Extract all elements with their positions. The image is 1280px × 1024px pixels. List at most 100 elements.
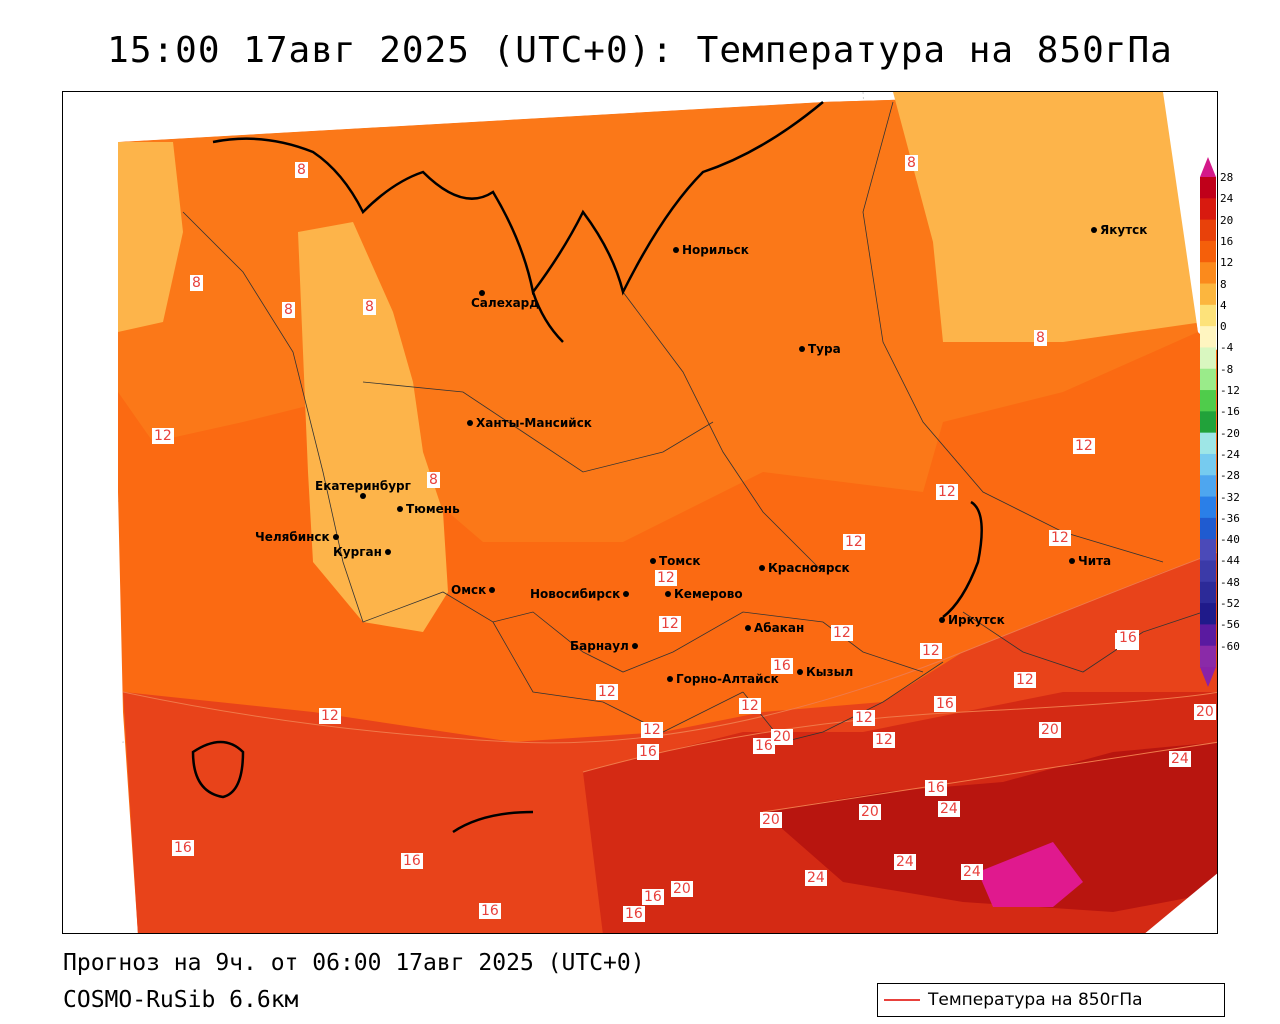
city-chelyabinsk[interactable]: Челябинск: [255, 530, 339, 544]
contour-label: 8: [905, 155, 918, 171]
colorbar-bottom-arrow: [1200, 667, 1216, 687]
city-omsk[interactable]: Омск: [451, 583, 496, 597]
contour-label: 16: [623, 906, 645, 922]
contour-label: 12: [739, 698, 761, 714]
city-marker: [799, 346, 805, 352]
temp-field-4-north-east: [893, 92, 1203, 342]
city-marker: [384, 549, 391, 555]
city-salekhard[interactable]: Салехард: [471, 290, 539, 310]
contour-label: 12: [936, 484, 958, 500]
colorbar-cell: [1200, 198, 1216, 221]
city-irkutsk[interactable]: Иркутск: [939, 613, 1005, 627]
city-marker: [359, 493, 366, 499]
city-kyzyl[interactable]: Кызыл: [797, 665, 853, 679]
city-marker: [397, 506, 403, 512]
colorbar-cell: [1200, 262, 1216, 285]
city-yakutsk[interactable]: Якутск: [1091, 223, 1147, 237]
colorbar-cell: [1200, 283, 1216, 306]
city-krasnoyarsk[interactable]: Красноярск: [759, 561, 850, 575]
contour-label: 8: [295, 162, 308, 178]
colorbar-tick-label: -44: [1220, 554, 1240, 568]
contour-label: 12: [319, 708, 341, 724]
colorbar-cell: [1200, 517, 1216, 540]
city-marker: [665, 591, 671, 597]
colorbar-top-arrow: [1200, 157, 1216, 177]
city-kemerovo[interactable]: Кемерово: [665, 587, 743, 601]
colorbar-tick-label: -24: [1220, 447, 1240, 461]
contour-label: 16: [771, 658, 793, 674]
city-marker: [797, 669, 803, 675]
temp-field-4-north-west: [118, 142, 183, 332]
city-marker: [1069, 558, 1075, 564]
city-marker: [667, 676, 673, 682]
contour-label: 16: [753, 738, 775, 754]
city-marker: [489, 587, 496, 593]
colorbar-tick-label: 16: [1220, 234, 1234, 248]
city-tura[interactable]: Тура: [799, 342, 841, 356]
colorbar-cell: [1200, 368, 1216, 391]
colorbar-tick-label: 4: [1220, 298, 1227, 312]
contour-label: 12: [873, 732, 895, 748]
city-novosibirsk[interactable]: Новосибирск: [530, 587, 630, 601]
city-marker: [650, 558, 656, 564]
colorbar-tick-label: -36: [1220, 511, 1240, 525]
city-marker: [479, 290, 485, 296]
contour-label: 20: [760, 812, 782, 828]
colorbar-cell: [1200, 432, 1216, 455]
city-abakan[interactable]: Абакан: [745, 621, 804, 635]
colorbar-tick-label: -40: [1220, 533, 1240, 547]
colorbar-tick-label: 28: [1220, 171, 1234, 184]
city-kurgan[interactable]: Курган: [333, 545, 391, 559]
contour-label: 16: [1117, 630, 1139, 646]
contour-label: 24: [961, 864, 983, 880]
contour-label: 8: [427, 472, 440, 488]
map-canvas: [63, 92, 1217, 933]
city-marker: [631, 643, 638, 649]
city-marker: [467, 420, 473, 426]
city-marker: [623, 591, 630, 597]
contour-label: 12: [1014, 672, 1036, 688]
colorbar-cell: [1200, 219, 1216, 242]
colorbar-cell: [1200, 177, 1216, 199]
contour-label: 24: [1169, 751, 1191, 767]
coastlines: [191, 101, 983, 834]
city-chita[interactable]: Чита: [1069, 554, 1111, 568]
city-tomsk[interactable]: Томск: [650, 554, 701, 568]
contour-label: 8: [363, 299, 376, 315]
legend-line-swatch: [884, 999, 920, 1001]
colorbar-cell: [1200, 560, 1216, 583]
colorbar-tick-label: 24: [1220, 192, 1234, 206]
city-gorno-altaysk[interactable]: Горно-Алтайск: [667, 672, 779, 686]
city-marker: [673, 247, 679, 253]
city-norilsk[interactable]: Норильск: [673, 243, 749, 257]
city-barnaul[interactable]: Барнаул: [570, 639, 638, 653]
temperature-map[interactable]: Норильск Якутск Салехард Тура Ханты-Манс…: [62, 91, 1218, 934]
colorbar-cell: [1200, 624, 1216, 647]
contour-label: 20: [1194, 704, 1216, 720]
colorbar-tick-label: 0: [1220, 320, 1227, 334]
contour-label: 16: [479, 903, 501, 919]
contour-label: 16: [637, 744, 659, 760]
legend: Температура на 850гПа: [877, 983, 1225, 1017]
isolines: [122, 551, 1217, 813]
contour-label: 8: [282, 302, 295, 318]
city-khanty-mansiysk[interactable]: Ханты-Мансийск: [467, 416, 592, 430]
colorbar-cell: [1200, 240, 1216, 263]
temp-field-28: [978, 842, 1083, 907]
contour-label: 12: [659, 616, 681, 632]
colorbar-cell: [1200, 496, 1216, 519]
city-marker: [1091, 227, 1097, 233]
colorbar-cell: [1200, 539, 1216, 561]
contour-label: 12: [831, 625, 853, 641]
contour-label: 12: [843, 534, 865, 550]
colorbar-cell: [1200, 326, 1216, 348]
colorbar-tick-label: -52: [1220, 597, 1240, 611]
contour-label: 16: [934, 696, 956, 712]
contour-label: 20: [671, 881, 693, 897]
city-tyumen[interactable]: Тюмень: [397, 502, 460, 516]
legend-label: Температура на 850гПа: [928, 990, 1143, 1010]
colorbar-cell: [1200, 453, 1216, 476]
colorbar-cell: [1200, 603, 1216, 625]
colorbar: [1200, 157, 1216, 687]
city-ekaterinburg[interactable]: Екатеринбург: [315, 479, 411, 499]
